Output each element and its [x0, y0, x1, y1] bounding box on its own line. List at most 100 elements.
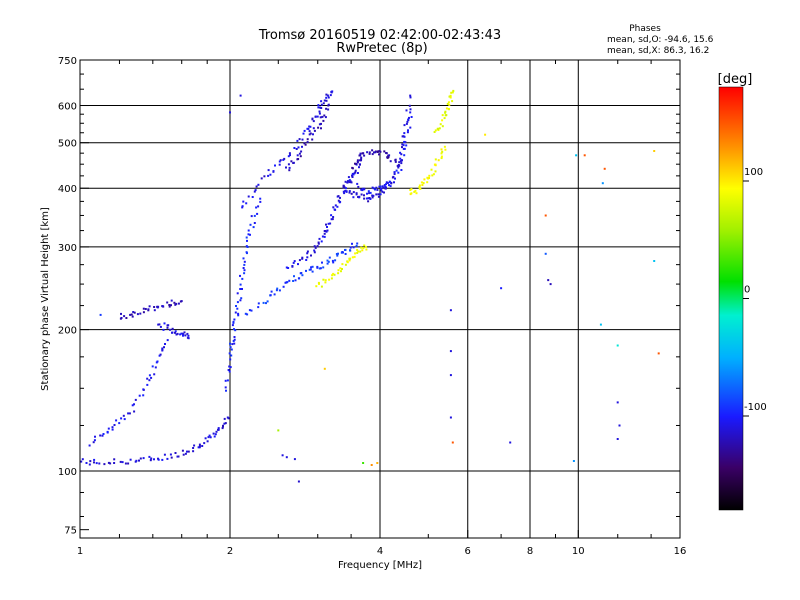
- data-point: [322, 102, 325, 105]
- data-point: [368, 152, 371, 155]
- data-point: [289, 154, 291, 157]
- data-point: [323, 235, 326, 238]
- data-point: [393, 173, 396, 175]
- data-point: [295, 148, 298, 150]
- data-point: [341, 263, 344, 266]
- data-point: [275, 289, 278, 292]
- data-point: [355, 193, 358, 196]
- data-point: [98, 462, 101, 465]
- data-point: [399, 151, 402, 154]
- data-point: [356, 160, 359, 163]
- data-point: [420, 181, 423, 184]
- data-point: [246, 252, 248, 255]
- data-point: [397, 166, 400, 169]
- data-point: [376, 188, 379, 191]
- colorbar-tick-label: 100: [744, 167, 763, 178]
- data-point: [347, 176, 350, 179]
- data-point: [409, 94, 412, 97]
- data-point: [236, 292, 239, 295]
- data-point: [148, 455, 151, 458]
- data-point: [309, 125, 312, 128]
- data-point: [291, 265, 294, 267]
- data-point: [383, 191, 385, 194]
- data-point: [344, 180, 347, 183]
- data-point: [616, 438, 619, 440]
- data-point: [369, 191, 372, 194]
- data-point: [173, 301, 176, 304]
- data-point: [224, 422, 227, 425]
- data-point: [372, 187, 375, 190]
- data-point: [347, 180, 349, 183]
- data-point: [305, 259, 308, 261]
- data-point: [317, 106, 320, 109]
- data-point: [307, 127, 310, 130]
- data-point: [329, 222, 332, 225]
- data-point: [451, 441, 454, 444]
- data-point: [386, 156, 389, 159]
- data-point: [449, 416, 452, 419]
- data-point: [270, 290, 273, 293]
- data-point: [176, 332, 179, 335]
- y-tick-label: 100: [58, 467, 77, 478]
- data-point: [401, 143, 404, 146]
- data-point: [399, 157, 402, 160]
- data-point: [325, 99, 328, 102]
- data-point: [301, 256, 304, 259]
- data-point: [337, 195, 340, 198]
- data-point: [350, 181, 353, 184]
- data-point: [277, 429, 280, 432]
- data-point: [136, 313, 139, 316]
- data-point: [342, 251, 344, 254]
- data-point: [236, 307, 239, 310]
- data-point: [125, 317, 128, 319]
- data-point: [433, 131, 436, 133]
- data-point: [432, 173, 435, 176]
- data-point: [360, 193, 363, 196]
- data-point: [296, 158, 299, 161]
- data-point: [339, 267, 342, 270]
- data-point: [156, 306, 159, 309]
- data-point: [397, 171, 400, 174]
- data-point: [293, 275, 295, 278]
- data-point: [224, 379, 227, 382]
- data-point: [327, 260, 330, 263]
- data-point: [384, 185, 387, 188]
- data-point: [301, 145, 303, 148]
- data-point: [318, 123, 321, 126]
- data-point: [213, 435, 216, 438]
- data-point: [332, 272, 335, 275]
- data-point: [113, 424, 116, 426]
- data-point: [407, 129, 409, 132]
- colorbar-tick-label: 0: [744, 285, 750, 296]
- data-point: [410, 116, 413, 118]
- data-point: [343, 192, 346, 195]
- data-point: [323, 114, 326, 117]
- data-point: [351, 176, 354, 178]
- data-point: [355, 192, 358, 195]
- data-point: [285, 266, 288, 269]
- data-point: [124, 462, 127, 465]
- data-point: [301, 257, 304, 260]
- data-point: [354, 252, 357, 255]
- data-point: [324, 281, 327, 284]
- data-point: [166, 339, 169, 342]
- data-point: [233, 318, 236, 321]
- data-point: [235, 305, 237, 307]
- data-point: [232, 321, 235, 324]
- data-point: [321, 261, 323, 264]
- data-point: [311, 270, 314, 273]
- data-point: [653, 260, 656, 262]
- data-point: [316, 266, 319, 269]
- data-point: [95, 462, 98, 465]
- data-point: [203, 442, 206, 445]
- data-point: [221, 427, 224, 430]
- data-point: [230, 354, 233, 357]
- data-point: [426, 181, 429, 184]
- data-point: [256, 212, 259, 215]
- data-point: [447, 108, 450, 110]
- data-point: [222, 424, 224, 427]
- data-point: [226, 379, 229, 382]
- data-point: [381, 190, 384, 193]
- y-tick-label: 600: [58, 102, 77, 113]
